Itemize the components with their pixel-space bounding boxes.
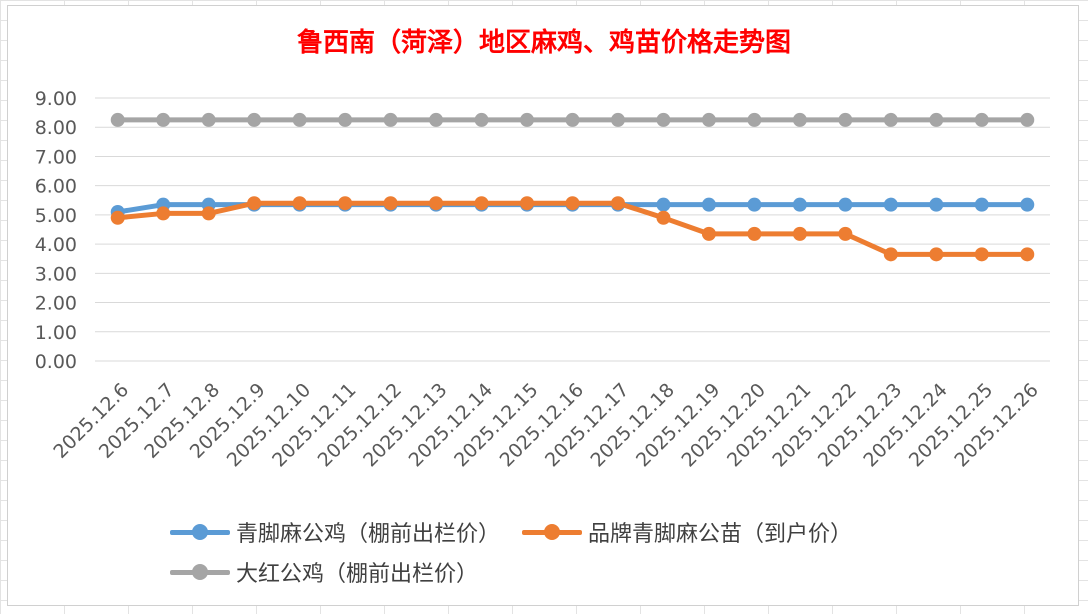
- legend-marker-series-3: [170, 562, 230, 582]
- y-tick-label: 3.00: [35, 263, 77, 285]
- chart-title: 鲁西南（菏泽）地区麻鸡、鸡苗价格走势图: [296, 28, 791, 58]
- legend-label-series-3: 大红公鸡（棚前出栏价）: [236, 562, 479, 587]
- y-tick-label: 7.00: [35, 146, 77, 168]
- data-point-series-3: [747, 112, 762, 127]
- data-point-series-2: [383, 196, 398, 211]
- data-point-series-3: [929, 112, 944, 127]
- legend-marker-series-1: [170, 522, 230, 542]
- data-point-series-3: [292, 112, 307, 127]
- data-point-series-3: [792, 112, 807, 127]
- legend-item-series-2: 品牌青脚麻公苗（到户价）: [522, 516, 852, 548]
- data-point-series-2: [701, 226, 716, 241]
- chart-area[interactable]: [7, 5, 1079, 606]
- data-point-series-1: [838, 197, 853, 212]
- legend-row-1: 青脚麻公鸡（棚前出栏价） 品牌青脚麻公苗（到户价）: [170, 512, 970, 552]
- data-point-series-1: [974, 197, 989, 212]
- data-point-series-2: [338, 196, 353, 211]
- data-point-series-2: [747, 226, 762, 241]
- data-point-series-3: [656, 112, 671, 127]
- y-tick-label: 8.00: [35, 117, 77, 139]
- data-point-series-2: [1020, 247, 1035, 262]
- legend: 青脚麻公鸡（棚前出栏价） 品牌青脚麻公苗（到户价） 大红公鸡（棚前出栏价）: [170, 512, 970, 592]
- data-point-series-3: [974, 112, 989, 127]
- data-point-series-3: [565, 112, 580, 127]
- data-point-series-1: [929, 197, 944, 212]
- legend-label-series-2: 品牌青脚麻公苗（到户价）: [588, 522, 853, 547]
- data-point-series-2: [429, 196, 444, 211]
- y-tick-label: 5.00: [35, 205, 77, 227]
- data-point-series-3: [474, 112, 489, 127]
- data-point-series-2: [838, 226, 853, 241]
- data-point-series-3: [110, 112, 125, 127]
- y-tick-label: 6.00: [35, 176, 77, 198]
- data-point-series-2: [565, 196, 580, 211]
- data-point-series-3: [1020, 112, 1035, 127]
- data-point-series-2: [929, 247, 944, 262]
- data-point-series-3: [701, 112, 716, 127]
- data-point-series-2: [110, 210, 125, 225]
- data-point-series-2: [520, 196, 535, 211]
- y-tick-label: 1.00: [35, 322, 77, 344]
- data-point-series-2: [156, 206, 171, 221]
- data-point-series-1: [656, 197, 671, 212]
- data-point-series-3: [338, 112, 353, 127]
- data-point-series-1: [701, 197, 716, 212]
- legend-item-series-1: 青脚麻公鸡（棚前出栏价）: [170, 516, 500, 548]
- y-tick-label: 2.00: [35, 293, 77, 315]
- data-point-series-2: [656, 210, 671, 225]
- data-point-series-2: [610, 196, 625, 211]
- data-point-series-2: [474, 196, 489, 211]
- data-point-series-3: [610, 112, 625, 127]
- y-tick-label: 4.00: [35, 234, 77, 256]
- y-tick-label: 0.00: [35, 351, 77, 373]
- legend-label-series-1: 青脚麻公鸡（棚前出栏价）: [236, 522, 501, 547]
- data-point-series-3: [883, 112, 898, 127]
- data-point-series-3: [156, 112, 171, 127]
- data-point-series-1: [1020, 197, 1035, 212]
- data-point-series-1: [747, 197, 762, 212]
- data-point-series-3: [383, 112, 398, 127]
- data-point-series-2: [792, 226, 807, 241]
- data-point-series-2: [201, 206, 216, 221]
- data-point-series-2: [247, 196, 262, 211]
- data-point-series-3: [429, 112, 444, 127]
- data-point-series-3: [201, 112, 216, 127]
- data-point-series-3: [247, 112, 262, 127]
- y-tick-label: 9.00: [35, 88, 77, 110]
- legend-row-2: 大红公鸡（棚前出栏价）: [170, 552, 970, 592]
- data-point-series-1: [883, 197, 898, 212]
- data-point-series-1: [792, 197, 807, 212]
- data-point-series-3: [838, 112, 853, 127]
- data-point-series-3: [520, 112, 535, 127]
- legend-marker-series-2: [522, 522, 583, 542]
- legend-item-series-3: 大红公鸡（棚前出栏价）: [170, 556, 478, 588]
- data-point-series-2: [883, 247, 898, 262]
- data-point-series-2: [974, 247, 989, 262]
- data-point-series-2: [292, 196, 307, 211]
